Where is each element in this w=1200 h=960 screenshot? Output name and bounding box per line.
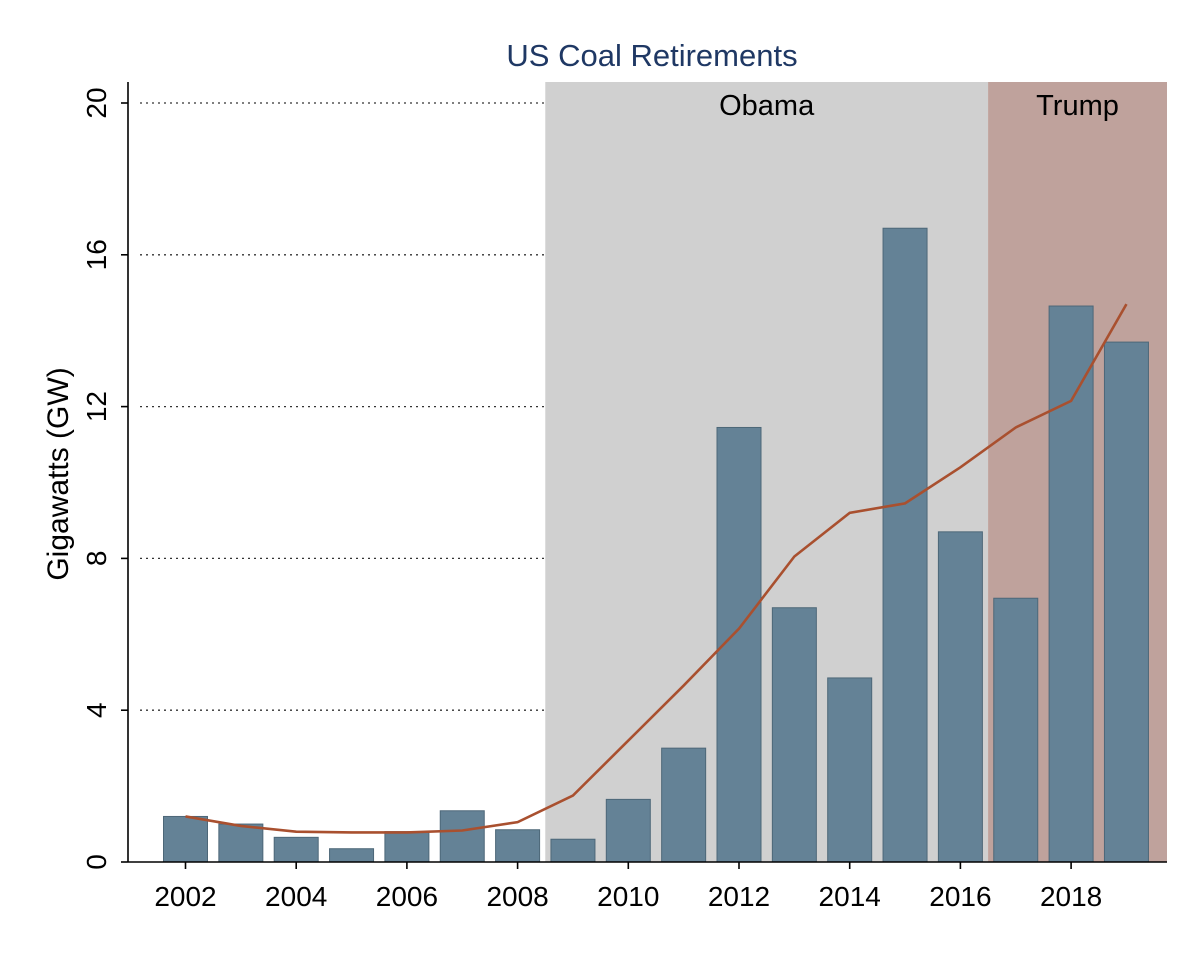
trend-line xyxy=(185,303,1128,834)
trend-line-layer xyxy=(185,303,1128,834)
bar-2004 xyxy=(273,836,319,863)
axes-layer: 0 4 8 12 16 20 2002 2004 2006 2008 2010 2012 2014 201… xyxy=(81,82,1167,912)
x-tick-label: 2018 xyxy=(1040,881,1102,912)
x-tick-label: 2012 xyxy=(708,881,770,912)
bar-2005 xyxy=(329,848,375,863)
gridlines-layer xyxy=(140,102,546,711)
x-tick-label: 2010 xyxy=(597,881,659,912)
chart-title: US Coal Retirements xyxy=(506,38,797,73)
bar-2007 xyxy=(439,810,485,863)
y-axis-label: Gigawatts (GW) xyxy=(42,367,75,580)
bars-layer xyxy=(163,227,1149,863)
y-tick-label: 4 xyxy=(81,702,112,718)
x-tick-label: 2008 xyxy=(486,881,548,912)
labels-layer: US Coal Retirements Gigawatts (GW) xyxy=(42,38,798,581)
y-tick-label: 8 xyxy=(81,551,112,567)
bar-2017 xyxy=(993,597,1039,863)
y-tick-label: 20 xyxy=(81,87,112,118)
bar-2013 xyxy=(771,607,817,863)
bar-2016 xyxy=(937,531,983,863)
period-label-obama: Obama xyxy=(719,90,815,122)
x-tick-label: 2014 xyxy=(819,881,881,912)
bar-2010 xyxy=(605,798,651,863)
bar-2015 xyxy=(882,227,928,863)
bar-2018 xyxy=(1048,305,1094,863)
bar-2014 xyxy=(827,677,873,863)
bar-2006 xyxy=(384,831,430,863)
x-tick-label: 2004 xyxy=(265,881,327,912)
y-tick-label: 16 xyxy=(81,239,112,270)
period-label-trump: Trump xyxy=(1036,90,1119,122)
bar-2008 xyxy=(495,829,541,863)
bar-2002 xyxy=(163,815,208,863)
bar-2003 xyxy=(218,823,264,863)
y-tick-label: 0 xyxy=(81,854,112,870)
bar-2019 xyxy=(1103,341,1149,863)
bar-2011 xyxy=(661,747,707,863)
x-tick-label: 2002 xyxy=(154,881,216,912)
x-tick-label: 2016 xyxy=(929,881,991,912)
y-tick-label: 12 xyxy=(81,391,112,422)
x-tick-label: 2006 xyxy=(376,881,438,912)
bar-2009 xyxy=(550,838,596,863)
